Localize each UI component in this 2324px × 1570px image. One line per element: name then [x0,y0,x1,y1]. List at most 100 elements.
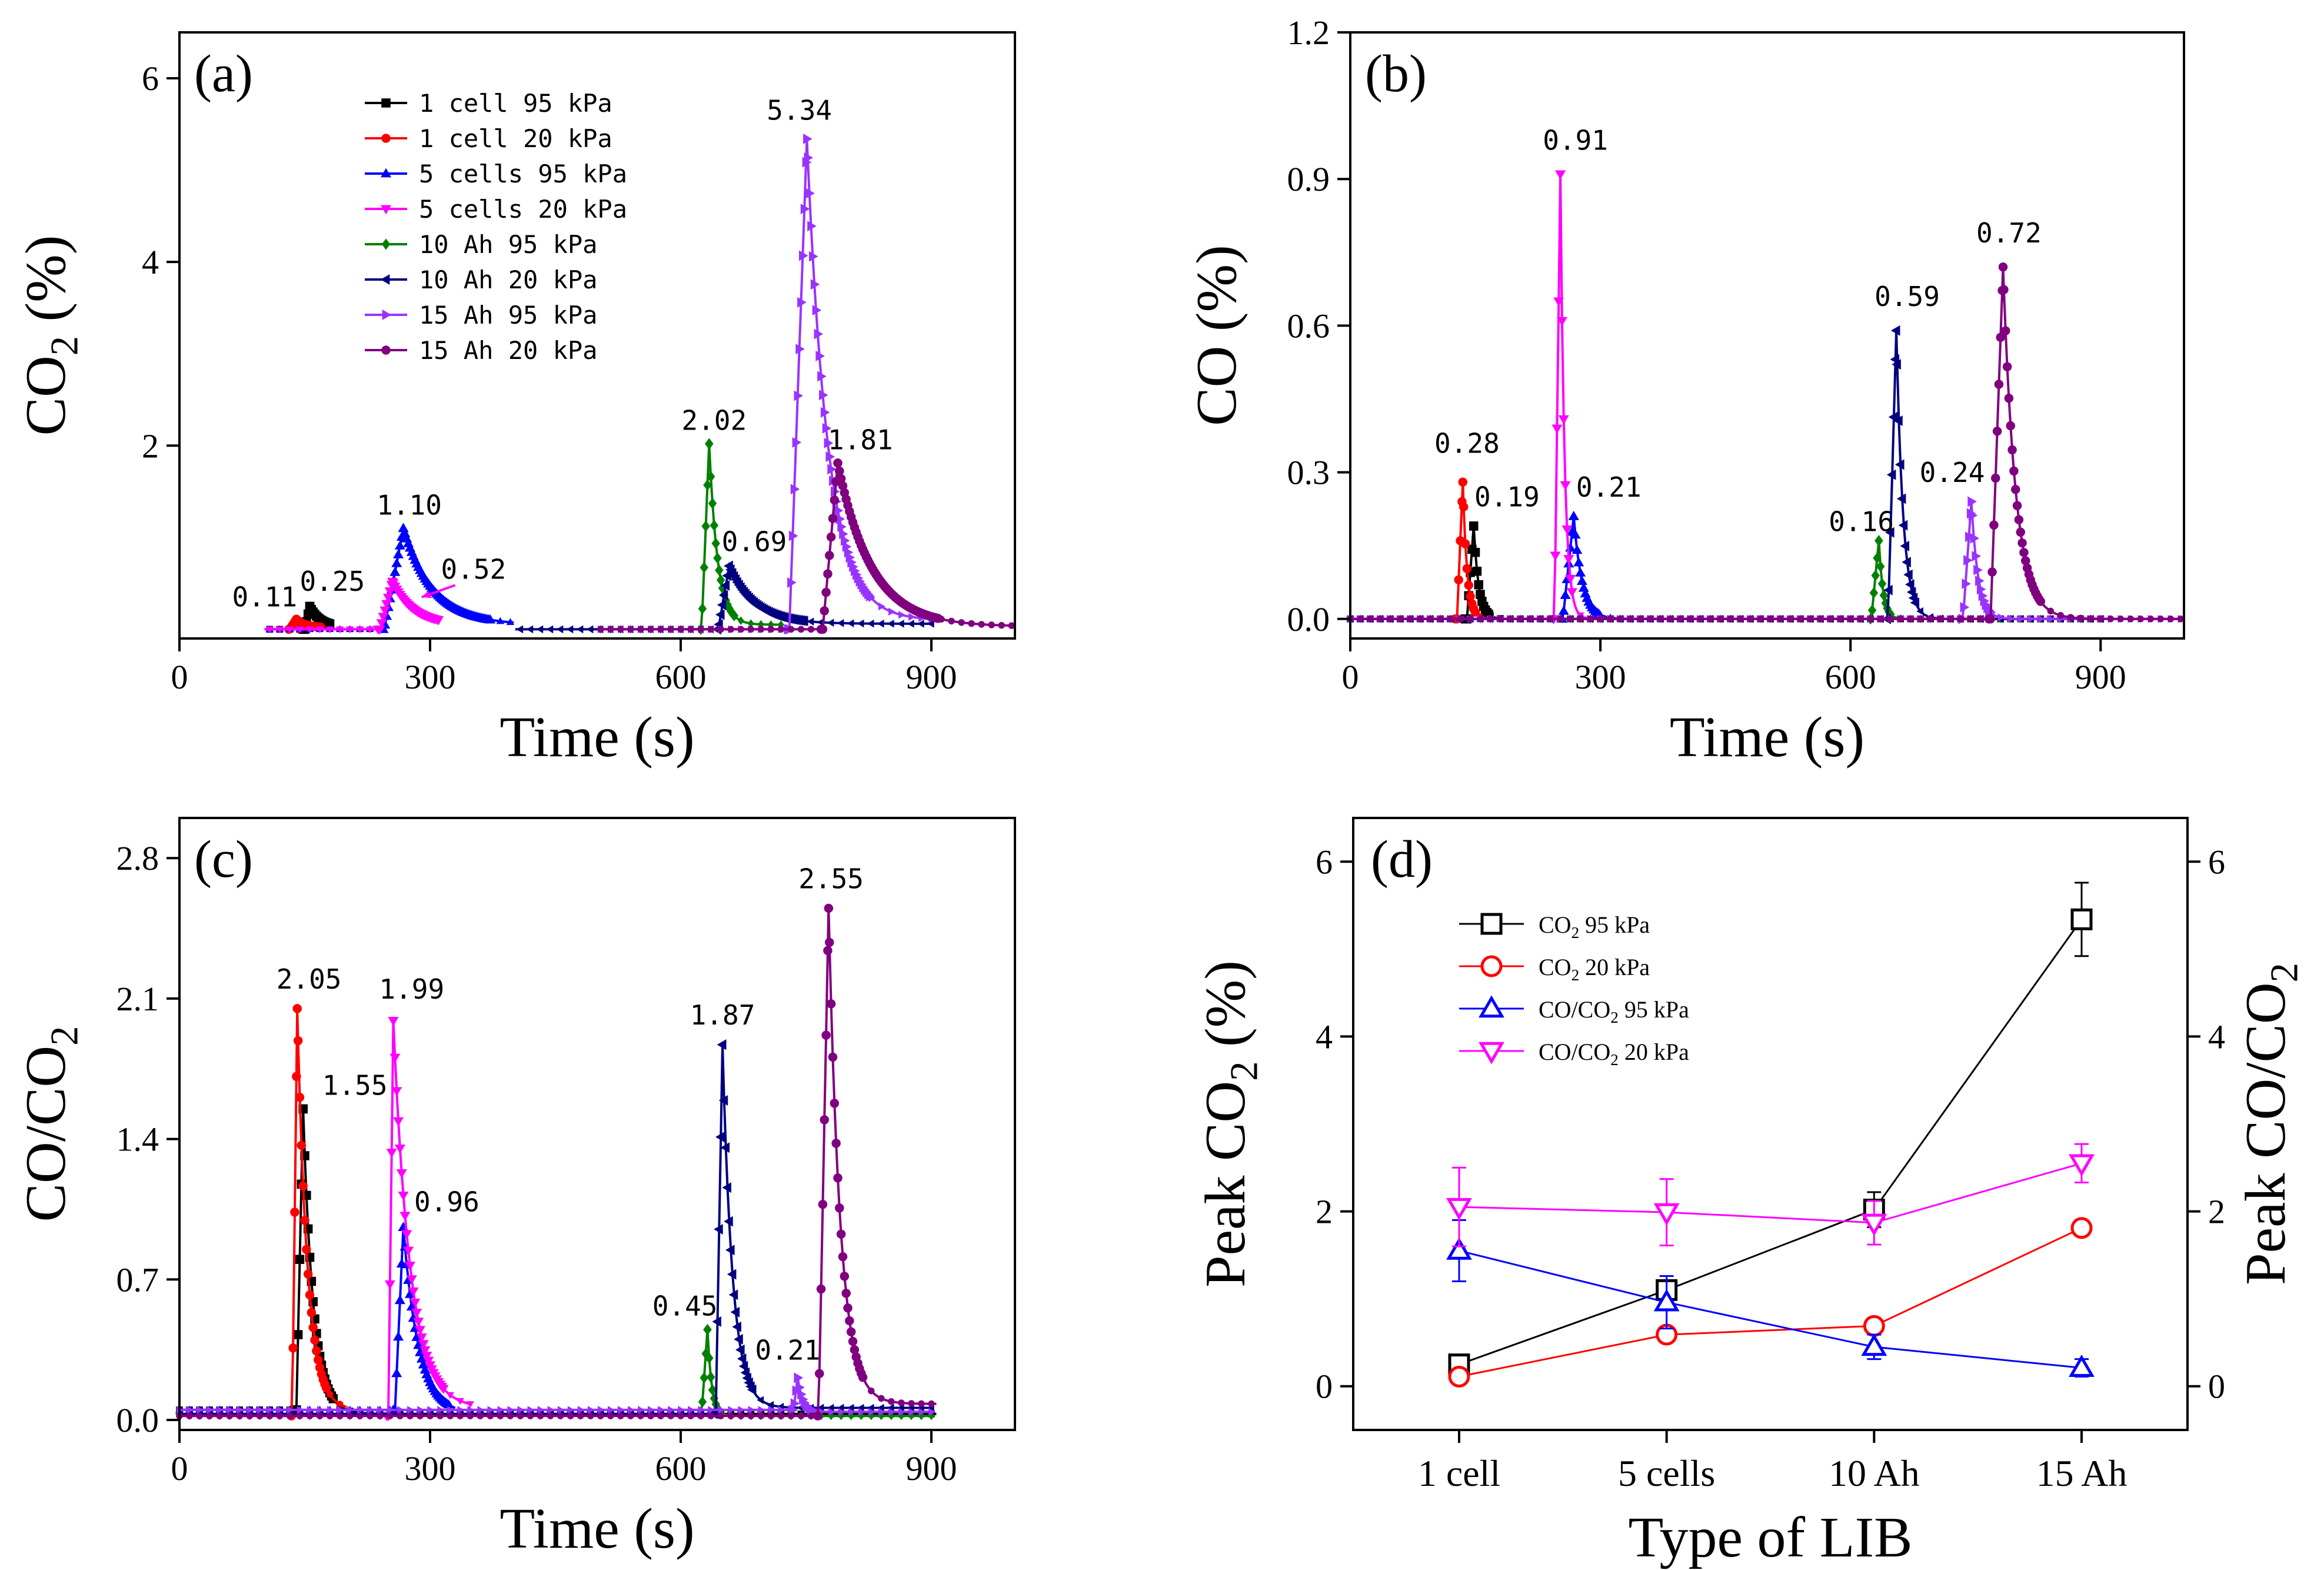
legend-label: CO2 95 kPa [1539,912,1650,942]
data-point [433,616,444,626]
data-point [1387,616,1394,623]
data-point [307,1406,314,1414]
y-tick-label: 0.6 [1287,307,1330,345]
data-point [817,371,827,382]
peak-annotation: 0.21 [755,1335,820,1366]
data-point [1480,955,1503,977]
chart-panel-d: 1 cell 5 cells 10 Ah 15 Ah 0 0 2 2 4 4 6 6 Type of L… [1194,817,2306,1569]
data-point [735,1344,745,1355]
data-point [1910,597,1920,608]
data-point [717,1039,727,1050]
data-point [2017,538,2027,548]
data-point [206,1412,213,1419]
data-point [466,1401,474,1408]
subscript: 2 [1610,1051,1619,1069]
data-point [1967,496,1977,507]
data-point [888,607,895,616]
data-point [1871,570,1880,581]
data-point [1972,551,1981,562]
data-point [708,497,717,510]
data-point [267,1406,274,1414]
data-point [1448,1365,1470,1388]
data-point [527,1406,535,1414]
data-point [2097,615,2105,623]
data-point [1470,547,1480,557]
data-point [1989,520,1999,530]
data-point [556,625,564,634]
data-point [1550,551,1561,561]
data-point [727,1412,734,1419]
data-point [391,1368,402,1378]
data-point [477,1412,484,1419]
data-point [1570,529,1581,539]
data-point [705,1352,714,1364]
data-point [767,1412,775,1419]
data-point [878,602,885,611]
data-point [798,616,808,627]
data-point [628,1406,635,1414]
data-point [507,1406,515,1414]
data-point [1917,616,1924,623]
data-point [794,1372,803,1383]
plot-frame [1352,817,2189,1431]
data-point [667,1412,674,1419]
data-point [814,328,824,340]
data-point [389,1053,401,1063]
data-point [413,1318,424,1327]
data-point [887,620,894,628]
data-point [888,1408,895,1416]
data-point [858,1372,868,1382]
peak-annotation: 0.69 [722,526,787,558]
data-point [414,1326,425,1335]
data-point [728,1289,738,1300]
data-point [607,626,614,633]
data-point [1571,544,1583,554]
data-point [1727,616,1734,623]
series-5-cells-20-kpa [264,577,444,635]
data-point [1446,1198,1472,1220]
series-line [1459,919,2083,1366]
data-point [517,1406,525,1414]
data-point [325,626,334,634]
y-tick-label-right: 0 [2208,1368,2225,1406]
data-point [437,1406,445,1414]
data-point [357,1406,364,1414]
label-part: CO [1539,954,1571,980]
data-point [822,423,832,434]
data-point [396,1169,407,1179]
peak-annotation: 1.99 [379,973,444,1005]
legend-label: 1 cell 20 kPa [419,124,612,153]
data-point [257,1406,264,1414]
data-point [2070,908,2093,930]
data-point [835,1203,844,1213]
data-point [678,1406,685,1414]
data-point [798,250,808,261]
data-point [2009,466,2019,476]
label-part: 95 kPa [1579,912,1650,938]
data-point [516,625,524,634]
data-point [275,626,284,634]
data-point [1657,616,1664,623]
data-point [2019,548,2029,557]
data-point [2006,421,2016,431]
data-point [868,594,875,603]
data-point [843,1303,853,1313]
data-point [730,1306,740,1318]
data-point [1707,616,1714,623]
data-point [787,1412,795,1419]
data-point [2069,1154,2095,1177]
data-point [2077,614,2085,622]
data-point [377,1412,384,1419]
data-point [818,1199,828,1209]
data-point [816,1284,826,1294]
x-tick-label: 300 [1575,658,1626,696]
label-part: CO/CO [14,1046,78,1222]
data-point [1357,616,1364,623]
data-point [2107,615,2115,623]
data-point [277,1406,284,1414]
data-point [1747,616,1754,623]
data-point [1827,616,1834,623]
peak-annotation: 5.34 [767,94,832,126]
data-point [790,484,800,495]
data-point [1407,616,1414,623]
